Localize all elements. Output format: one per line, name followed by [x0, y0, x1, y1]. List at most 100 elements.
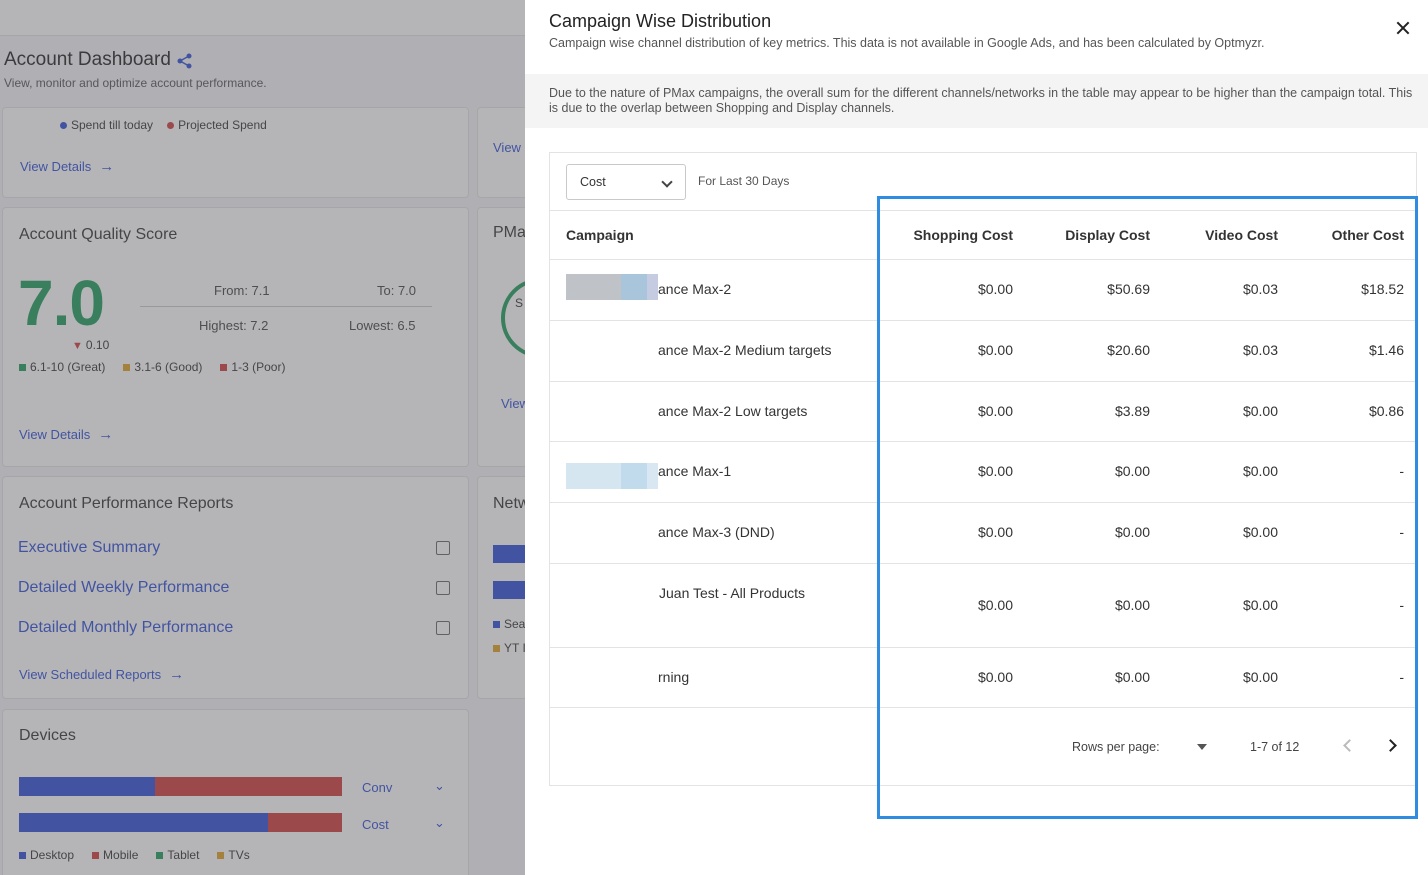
video-cost: $0.00: [1242, 463, 1278, 479]
external-link-icon[interactable]: [436, 581, 450, 595]
legend-desktop: Desktop: [30, 848, 75, 862]
display-cost: $3.89: [1114, 403, 1150, 419]
display-cost: $0.00: [1114, 524, 1150, 540]
chevron-down-icon[interactable]: ⌄: [434, 815, 445, 830]
video-cost: $0.03: [1242, 342, 1278, 358]
down-triangle-icon: ▼: [72, 340, 83, 352]
chevron-right-icon[interactable]: [1384, 737, 1400, 753]
col-campaign[interactable]: Campaign: [566, 227, 634, 243]
close-icon[interactable]: [1393, 18, 1413, 38]
spend-dot-icon: [60, 121, 67, 129]
page-subtitle: View, monitor and optimize account perfo…: [4, 76, 267, 90]
shopping-cost: $0.00: [977, 524, 1013, 540]
chevron-left-icon[interactable]: [1340, 737, 1356, 753]
legend-tvs: TVs: [228, 848, 250, 862]
network-legend-search: Sea: [493, 617, 525, 631]
campaign-name: ance Max-3 (DND): [658, 524, 775, 540]
table-row: Juan Test - All Products $0.00 $0.00 $0.…: [550, 564, 1416, 648]
video-cost: $0.00: [1242, 403, 1278, 419]
pmax-view-link-partial[interactable]: View: [501, 396, 529, 411]
table-row: ance Max-3 (DND) $0.00 $0.00 $0.00 -: [550, 503, 1416, 564]
devices-metric-conv[interactable]: Conv: [362, 780, 393, 795]
reports-title: Account Performance Reports: [19, 495, 234, 512]
external-link-icon[interactable]: [436, 621, 450, 635]
quality-view-details-link[interactable]: View Details →: [19, 426, 114, 443]
other-cost: $18.52: [1361, 281, 1404, 297]
devices-title: Devices: [19, 727, 76, 744]
network-card-title: Netw: [493, 495, 530, 512]
display-cost: $0.00: [1114, 463, 1150, 479]
poor-square-icon: [220, 363, 228, 371]
table-row: ance Max-2 $0.00 $50.69 $0.03 $18.52: [550, 260, 1416, 321]
pmax-note-banner: Due to the nature of PMax campaigns, the…: [525, 74, 1428, 128]
redacted-name: [566, 274, 658, 300]
arrow-right-icon: →: [98, 426, 114, 443]
quality-divider: [140, 306, 432, 307]
metric-select[interactable]: Cost: [566, 164, 686, 200]
video-cost: $0.00: [1242, 669, 1278, 685]
legend-great: 6.1-10 (Great): [30, 360, 106, 374]
campaign-name: rning: [658, 669, 690, 685]
shopping-cost: $0.00: [977, 463, 1013, 479]
view-link-partial[interactable]: View: [493, 140, 521, 155]
devices-legend: Desktop Mobile Tablet TVs: [19, 848, 250, 862]
video-cost: $0.03: [1242, 281, 1278, 297]
page-range: 1-7 of 12: [1250, 740, 1300, 754]
campaign-name: ance Max-1: [658, 463, 732, 479]
arrow-right-icon: →: [169, 666, 185, 683]
col-other-cost[interactable]: Other Cost: [1331, 227, 1404, 243]
campaign-distribution-drawer: Campaign Wise Distribution Campaign wise…: [525, 0, 1428, 875]
table-header: Campaign Shopping Cost Display Cost Vide…: [550, 210, 1416, 260]
col-display-cost[interactable]: Display Cost: [1065, 227, 1150, 243]
shopping-cost: $0.00: [977, 342, 1013, 358]
rows-per-page-dropdown-icon[interactable]: [1197, 744, 1207, 750]
video-cost: $0.00: [1242, 597, 1278, 613]
quality-score-value: 7.0: [18, 267, 105, 339]
devices-conv-bar: [19, 777, 342, 796]
drawer-title: Campaign Wise Distribution: [549, 11, 772, 31]
display-cost: $0.00: [1114, 597, 1150, 613]
desktop-segment: [19, 777, 155, 796]
view-scheduled-reports-link[interactable]: View Scheduled Reports →: [19, 666, 185, 683]
arrow-right-icon: →: [99, 158, 115, 175]
display-cost: $20.60: [1107, 342, 1150, 358]
external-link-icon[interactable]: [436, 541, 450, 555]
legend-mobile: Mobile: [103, 848, 139, 862]
redacted-name: [566, 463, 658, 489]
projected-dot-icon: [167, 121, 175, 129]
col-video-cost[interactable]: Video Cost: [1205, 227, 1278, 243]
report-weekly-performance[interactable]: Detailed Weekly Performance: [18, 579, 230, 596]
ring-label: S: [515, 296, 524, 310]
quality-legend: 6.1-10 (Great) 3.1-6 (Good) 1-3 (Poor): [19, 360, 285, 374]
other-cost: -: [1399, 524, 1404, 540]
campaign-name: ance Max-2 Medium targets: [658, 342, 832, 358]
other-cost: $1.46: [1368, 342, 1404, 358]
pagination: Rows per page: 1-7 of 12: [550, 709, 1416, 785]
campaign-name: ance Max-2 Low targets: [658, 403, 808, 419]
shopping-cost: $0.00: [977, 403, 1013, 419]
quality-lowest: Lowest: 6.5: [349, 318, 416, 333]
video-cost: $0.00: [1242, 524, 1278, 540]
network-legend-yt: YT I: [493, 641, 526, 655]
quality-to: To: 7.0: [377, 283, 417, 298]
good-square-icon: [123, 363, 131, 371]
page-title: Account Dashboard: [4, 49, 171, 70]
quality-highest: Highest: 7.2: [199, 318, 269, 333]
quality-score-card: [2, 207, 469, 467]
tablet-square-icon: [156, 851, 164, 859]
report-executive-summary[interactable]: Executive Summary: [18, 539, 161, 556]
spend-view-details-link[interactable]: View Details →: [20, 158, 115, 175]
legend-good: 3.1-6 (Good): [134, 360, 203, 374]
shopping-cost: $0.00: [977, 597, 1013, 613]
quality-score-delta: ▼ 0.10: [72, 338, 110, 352]
display-cost: $0.00: [1114, 669, 1150, 685]
devices-metric-cost[interactable]: Cost: [362, 817, 389, 832]
period-label: For Last 30 Days: [698, 174, 790, 188]
report-monthly-performance[interactable]: Detailed Monthly Performance: [18, 619, 234, 636]
col-shopping-cost[interactable]: Shopping Cost: [913, 227, 1013, 243]
chevron-down-icon[interactable]: ⌄: [434, 778, 445, 793]
great-square-icon: [19, 363, 26, 371]
legend-spend-today: Spend till today: [71, 118, 154, 132]
metric-select-value: Cost: [580, 175, 606, 189]
share-icon[interactable]: [176, 52, 194, 70]
